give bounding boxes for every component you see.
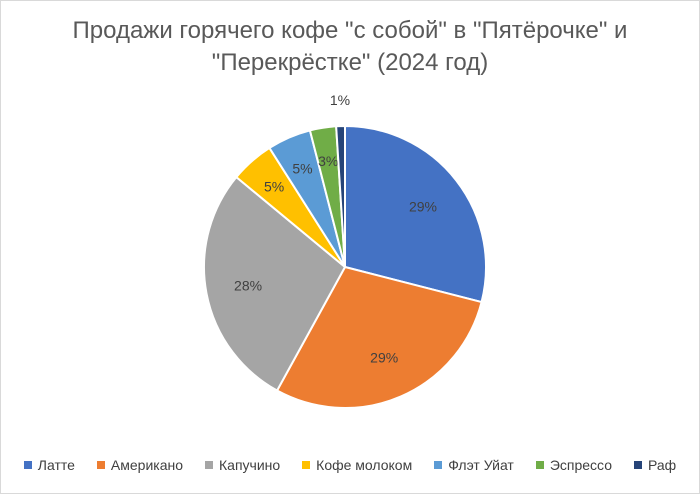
- legend-item-2: Капучино: [205, 457, 280, 473]
- legend-swatch-3: [302, 461, 311, 469]
- pie-slice-6: [335, 124, 346, 268]
- data-label-0: 29%: [409, 199, 437, 215]
- legend-label-1: Американо: [110, 457, 184, 473]
- legend-item-3: Кофе молоком: [302, 457, 412, 473]
- legend-label-5: Эспрессо: [549, 457, 613, 473]
- pie-slice-0: [344, 124, 487, 304]
- legend-label-3: Кофе молоком: [316, 457, 413, 473]
- data-label-5: 3%: [318, 153, 338, 169]
- chart-title-line-2: "Перекрёстке" (2024 год): [211, 49, 489, 76]
- legend-swatch-0: [23, 461, 32, 469]
- data-label-2: 28%: [234, 277, 262, 293]
- chart-title-line-1: Продажи горячего кофе "с собой" в "Пятёр…: [72, 17, 628, 44]
- data-label-4: 5%: [292, 161, 312, 177]
- legend-label-4: Флэт Уйат: [448, 457, 514, 473]
- legend-swatch-1: [96, 461, 105, 469]
- legend-item-5: Эспрессо: [535, 457, 613, 473]
- chart-title: Продажи горячего кофе "с собой" в "Пятёр…: [1, 15, 699, 79]
- pie-slice-1: [275, 265, 483, 409]
- legend-swatch-6: [634, 461, 643, 469]
- legend-item-0: Латте: [23, 457, 75, 473]
- legend-label-2: Капучино: [219, 457, 281, 473]
- pie-slice-2: [203, 175, 347, 392]
- legend-item-6: Раф: [634, 457, 676, 473]
- legend-label-0: Латте: [37, 457, 75, 473]
- legend-swatch-4: [434, 461, 443, 469]
- data-label-1: 29%: [370, 350, 398, 366]
- legend-swatch-5: [535, 461, 544, 469]
- data-label-3: 5%: [264, 179, 284, 195]
- legend-swatch-2: [205, 461, 214, 469]
- legend-item-1: Американо: [96, 457, 184, 473]
- data-label-6: 1%: [330, 92, 350, 108]
- legend-item-4: Флэт Уйат: [434, 457, 514, 473]
- legend-label-6: Раф: [648, 457, 677, 473]
- legend: Латте Американо Капучино Кофе молоком Флэт У…: [1, 457, 699, 473]
